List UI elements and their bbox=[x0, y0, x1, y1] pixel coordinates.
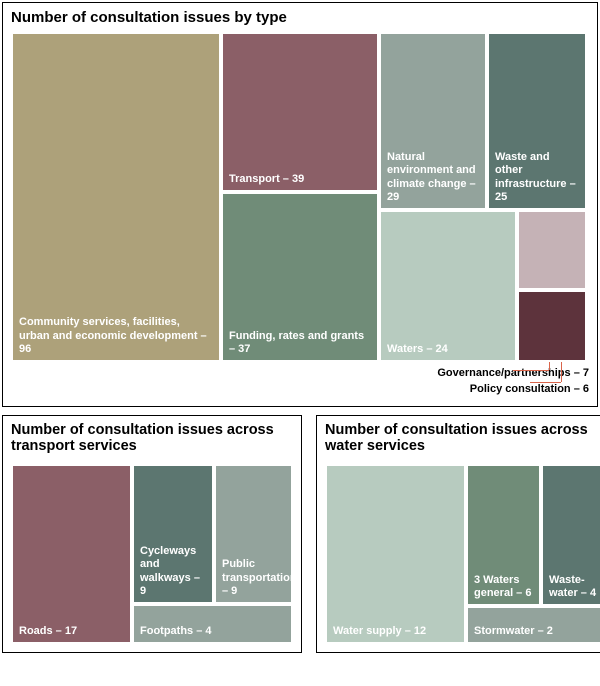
treemap-cell: Water supply – 12 bbox=[325, 464, 466, 644]
panel-by-type: Number of consultation issues by type Co… bbox=[2, 2, 598, 407]
treemap-cell bbox=[517, 210, 587, 290]
treemap-cell: 3 Waters general – 6 bbox=[466, 464, 541, 606]
treemap-cell: Transport – 39 bbox=[221, 32, 379, 192]
treemap-cell: Waste-water – 4 bbox=[541, 464, 600, 606]
treemap-by-type: Community services, facilities, urban an… bbox=[11, 32, 587, 362]
treemap-cell-label: Community services, facilities, urban an… bbox=[19, 316, 213, 356]
treemap-cell: Roads – 17 bbox=[11, 464, 132, 644]
callout-governance: Governance/partnerships – 7 bbox=[11, 366, 589, 382]
callout-policy: Policy consultation – 6 bbox=[11, 382, 589, 398]
treemap-cell: Community services, facilities, urban an… bbox=[11, 32, 221, 362]
treemap-transport: Roads – 17 Cycleways and walkways – 9 Publ… bbox=[11, 464, 293, 644]
treemap-cell-label: 3 Waters general – 6 bbox=[474, 574, 533, 600]
treemap-cell-label: Stormwater – 2 bbox=[474, 625, 599, 638]
treemap-cell: Funding, rates and grants – 37 bbox=[221, 192, 379, 362]
treemap-cell bbox=[517, 290, 587, 362]
title-transport: Number of consultation issues across tra… bbox=[11, 422, 293, 458]
treemap-cell: Waters – 24 bbox=[379, 210, 517, 362]
treemap-water: Water supply – 12 3 Waters general – 6 Was… bbox=[325, 464, 600, 644]
treemap-cell-label: Transport – 39 bbox=[229, 173, 371, 186]
treemap-cell-label: Footpaths – 4 bbox=[140, 625, 285, 638]
treemap-cell: Public transportation – 9 bbox=[214, 464, 293, 604]
treemap-cell-label: Waters – 24 bbox=[387, 343, 509, 356]
treemap-cell-label: Natural environment and climate change –… bbox=[387, 151, 479, 204]
treemap-cell-label: Roads – 17 bbox=[19, 625, 124, 638]
title-water: Number of consultation issues across wat… bbox=[325, 422, 600, 458]
treemap-cell: Waste and other infrastructure – 25 bbox=[487, 32, 587, 210]
treemap-cell: Stormwater – 2 bbox=[466, 606, 600, 644]
treemap-cell-label: Water supply – 12 bbox=[333, 625, 458, 638]
treemap-cell: Natural environment and climate change –… bbox=[379, 32, 487, 210]
treemap-cell-label: Cycleways and walkways – 9 bbox=[140, 545, 206, 598]
treemap-cell-label: Funding, rates and grants – 37 bbox=[229, 330, 371, 356]
treemap-cell-label: Public transportation – 9 bbox=[222, 558, 285, 598]
treemap-cell: Cycleways and walkways – 9 bbox=[132, 464, 214, 604]
treemap-cell-label: Waste and other infrastructure – 25 bbox=[495, 151, 579, 204]
panel-water: Number of consultation issues across wat… bbox=[316, 415, 600, 653]
treemap-cell: Footpaths – 4 bbox=[132, 604, 293, 644]
callout-labels: Governance/partnerships – 7 Policy consu… bbox=[11, 362, 589, 398]
treemap-cell-label: Waste-water – 4 bbox=[549, 574, 599, 600]
title-by-type: Number of consultation issues by type bbox=[11, 9, 589, 26]
panel-transport: Number of consultation issues across tra… bbox=[2, 415, 302, 653]
